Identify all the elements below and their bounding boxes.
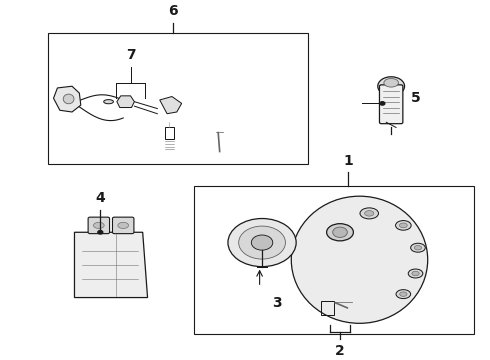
Circle shape [239, 226, 286, 259]
Bar [48, 33, 308, 163]
FancyBboxPatch shape [113, 217, 134, 234]
Polygon shape [117, 96, 134, 108]
FancyBboxPatch shape [379, 85, 403, 124]
Text: 7: 7 [126, 48, 135, 62]
Ellipse shape [365, 211, 374, 216]
Ellipse shape [360, 208, 378, 219]
Ellipse shape [118, 222, 128, 229]
Text: 4: 4 [96, 191, 105, 205]
Circle shape [228, 219, 296, 267]
Ellipse shape [63, 94, 74, 104]
Ellipse shape [291, 196, 428, 323]
Ellipse shape [408, 269, 423, 278]
Ellipse shape [396, 290, 411, 298]
FancyBboxPatch shape [88, 217, 110, 234]
Text: 3: 3 [272, 296, 281, 310]
Ellipse shape [395, 221, 411, 230]
Text: 2: 2 [335, 344, 345, 358]
Ellipse shape [378, 77, 405, 96]
Circle shape [98, 230, 103, 234]
Ellipse shape [411, 243, 425, 252]
Ellipse shape [384, 78, 398, 87]
Ellipse shape [104, 100, 114, 104]
Ellipse shape [412, 271, 419, 276]
Polygon shape [53, 86, 81, 112]
Text: 5: 5 [411, 91, 420, 105]
Ellipse shape [333, 227, 347, 237]
Ellipse shape [400, 292, 407, 296]
Ellipse shape [415, 246, 421, 250]
Ellipse shape [94, 222, 104, 229]
Polygon shape [74, 232, 147, 298]
Bar [320, 301, 334, 315]
Circle shape [251, 235, 273, 250]
Polygon shape [160, 96, 182, 114]
Bar [194, 186, 474, 334]
Circle shape [380, 102, 385, 105]
Ellipse shape [399, 223, 407, 228]
Text: 1: 1 [343, 154, 353, 168]
Ellipse shape [327, 224, 353, 241]
Text: 6: 6 [168, 4, 177, 18]
